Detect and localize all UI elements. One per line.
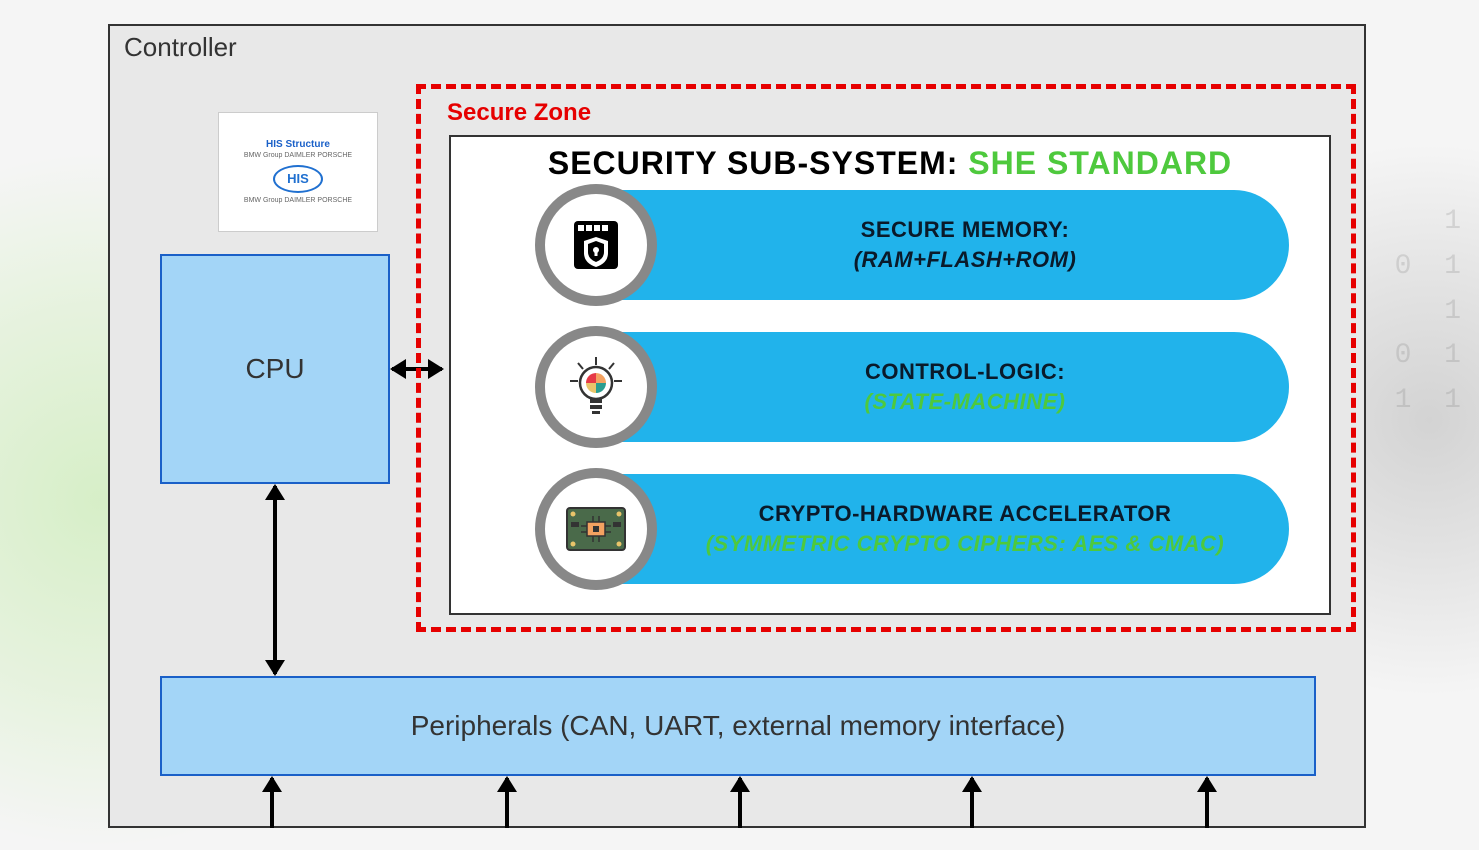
his-brands-top: BMW Group DAIMLER PORSCHE xyxy=(244,152,352,160)
his-oval-icon: HIS xyxy=(273,165,323,193)
arrow-cpu-peripherals xyxy=(273,486,277,674)
pill-line2: (State-Machine) xyxy=(681,389,1249,415)
lightbulb-puzzle-icon xyxy=(535,326,657,448)
cpu-block: CPU xyxy=(160,254,390,484)
arrow-peripheral-in-1 xyxy=(270,778,274,828)
pill-line1: Control-Logic: xyxy=(681,359,1249,385)
subsystem-title-green: SHE Standard xyxy=(968,145,1232,181)
pill-line1: Secure Memory: xyxy=(681,217,1249,243)
peripherals-block: Peripherals (CAN, UART, external memory … xyxy=(160,676,1316,776)
memory-shield-icon xyxy=(535,184,657,306)
pill-line2: (Symmetric Crypto Ciphers: AES & CMAC) xyxy=(681,531,1249,557)
pill-text: Control-Logic: (State-Machine) xyxy=(681,359,1289,415)
security-subsystem-box: Security Sub-System: SHE Standard xyxy=(449,135,1331,615)
pill-line1: Crypto-Hardware Accelerator xyxy=(681,501,1249,527)
subsystem-title: Security Sub-System: SHE Standard xyxy=(451,145,1329,182)
arrow-peripheral-in-2 xyxy=(505,778,509,828)
controller-box: Controller HIS Structure BMW Group DAIML… xyxy=(108,24,1366,828)
pill-secure-memory: Secure Memory: (RAM+Flash+ROM) xyxy=(541,190,1289,300)
his-title: HIS Structure xyxy=(266,139,330,150)
bg-binary-text: 1 0 1 1 0 1 1 1 xyxy=(1395,200,1469,424)
arrow-peripheral-in-4 xyxy=(970,778,974,828)
subsystem-title-black: Security Sub-System: xyxy=(548,145,968,181)
his-structure-logo: HIS Structure BMW Group DAIMLER PORSCHE … xyxy=(218,112,378,232)
arrow-peripheral-in-3 xyxy=(738,778,742,828)
pill-line2: (RAM+Flash+ROM) xyxy=(681,247,1249,273)
secure-zone-label: Secure Zone xyxy=(447,99,591,127)
pill-control-logic: Control-Logic: (State-Machine) xyxy=(541,332,1289,442)
peripherals-label: Peripherals (CAN, UART, external memory … xyxy=(411,710,1066,742)
secure-zone-box: Secure Zone Security Sub-System: SHE Sta… xyxy=(416,84,1356,632)
his-brands-bottom: BMW Group DAIMLER PORSCHE xyxy=(244,197,352,205)
chip-board-icon xyxy=(535,468,657,590)
pill-text: Crypto-Hardware Accelerator (Symmetric C… xyxy=(681,501,1289,557)
cpu-label: CPU xyxy=(245,353,304,385)
arrow-peripheral-in-5 xyxy=(1205,778,1209,828)
pill-text: Secure Memory: (RAM+Flash+ROM) xyxy=(681,217,1289,273)
pill-crypto-hw: Crypto-Hardware Accelerator (Symmetric C… xyxy=(541,474,1289,584)
pill-list: Secure Memory: (RAM+Flash+ROM) xyxy=(451,190,1329,584)
controller-label: Controller xyxy=(124,32,237,63)
